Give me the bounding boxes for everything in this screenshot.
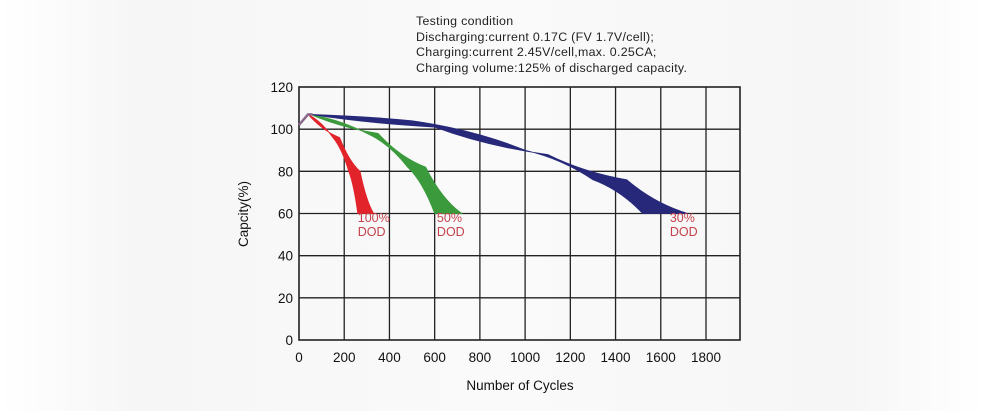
- y-tick-label: 80: [278, 164, 293, 179]
- condition-line: Charging:current 2.45V/cell,max. 0.25CA;: [416, 45, 657, 59]
- x-tick-label: 0: [295, 350, 303, 365]
- y-axis-label: Capcity(%): [236, 181, 251, 247]
- y-tick-label: 0: [285, 333, 293, 348]
- y-tick-label: 40: [278, 249, 293, 264]
- initial-rise-line: [298, 113, 313, 126]
- bands: [298, 113, 689, 214]
- x-tick-label: 1600: [646, 350, 676, 365]
- testing-conditions: Testing condition Discharging:current 0.…: [416, 14, 687, 76]
- x-tick-label: 1000: [510, 350, 540, 365]
- x-tick-label: 800: [469, 350, 492, 365]
- x-tick-label: 400: [378, 350, 401, 365]
- band-100-dod: [307, 114, 375, 214]
- condition-line: Discharging:current 0.17C (FV 1.7V/cell)…: [416, 29, 655, 44]
- y-tick-label: 120: [270, 80, 293, 95]
- tick-labels: 0 200 400 600 800 1000 1200 1400 1600 1800 0 20 40 60…: [270, 80, 721, 365]
- y-tick-label: 60: [278, 207, 293, 222]
- x-tick-label: 600: [423, 350, 446, 365]
- x-tick-label: 1400: [601, 350, 631, 365]
- series-label: 50%: [437, 211, 462, 225]
- condition-line: Testing condition: [416, 14, 514, 28]
- series-label: DOD: [437, 225, 465, 239]
- band-30-dod: [310, 114, 689, 214]
- series-label: DOD: [670, 225, 698, 239]
- series-label: 30%: [670, 211, 695, 225]
- condition-line: Charging volume:125% of discharged capac…: [416, 60, 688, 75]
- series-label: 100%: [358, 211, 390, 225]
- x-axis-label: Number of Cycles: [466, 378, 574, 393]
- y-tick-label: 20: [278, 291, 293, 306]
- y-tick-label: 100: [270, 122, 293, 137]
- band-50-dod: [310, 114, 464, 214]
- x-tick-label: 1200: [555, 350, 585, 365]
- series-label: DOD: [358, 225, 386, 239]
- x-tick-label: 1800: [691, 350, 721, 365]
- x-tick-label: 200: [333, 350, 356, 365]
